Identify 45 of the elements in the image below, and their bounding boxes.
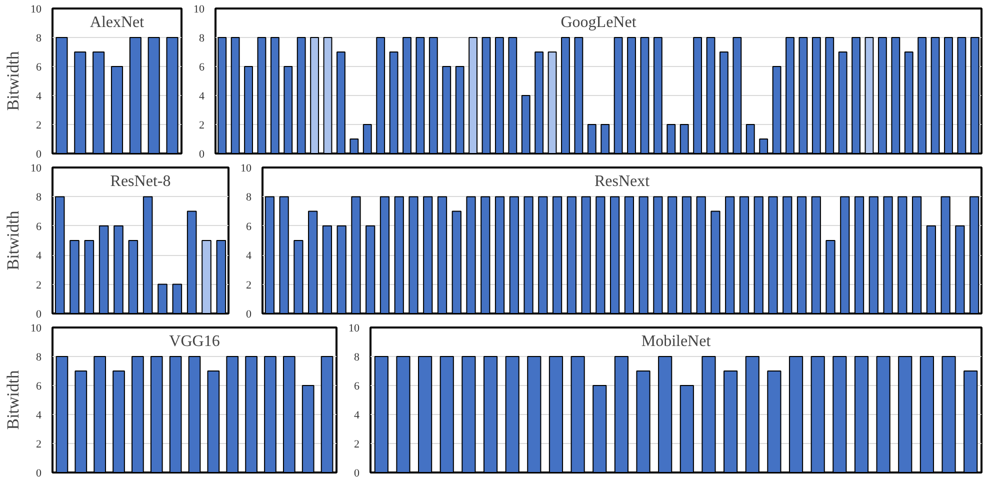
y-tick-label: 6 [199, 62, 205, 74]
y-tick-label: 0 [36, 468, 42, 478]
chart-title: AlexNet [90, 14, 145, 31]
y-tick-label: 6 [36, 220, 42, 233]
chart-title: GoogLeNet [560, 14, 637, 31]
y-tick-label: 2 [36, 279, 42, 292]
y-tick-label: 6 [354, 380, 360, 392]
y-tick-label: 10 [194, 4, 205, 16]
y-tick-label: 2 [36, 120, 42, 132]
chart-title: ResNext [594, 173, 650, 190]
y-tick-label: 10 [30, 162, 42, 174]
y-tick-label: 2 [36, 438, 42, 450]
y-tick-label: 8 [199, 32, 205, 44]
y-tick-label: 6 [36, 62, 42, 74]
y-tick-label: 6 [246, 220, 252, 233]
y-tick-label: 8 [354, 352, 360, 364]
y-tick-label: 2 [199, 120, 204, 132]
y-tick-label: 4 [246, 250, 252, 262]
y-tick-label: 4 [36, 250, 42, 262]
chart-title: ResNet-8 [110, 173, 171, 190]
y-tick-label: 8 [246, 192, 252, 204]
y-tick-label: 6 [36, 380, 42, 392]
y-tick-label: 2 [354, 438, 360, 450]
y-tick-label: 4 [354, 410, 360, 422]
y-axis-title: Bitwidth [4, 50, 22, 111]
y-tick-label: 0 [354, 468, 360, 478]
chart-title: VGG16 [169, 333, 220, 350]
y-tick-label: 10 [30, 322, 42, 334]
chart-title: MobileNet [641, 333, 712, 350]
y-tick-label: 0 [36, 308, 42, 320]
y-tick-label: 8 [36, 32, 42, 44]
y-tick-label: 10 [240, 162, 252, 174]
y-tick-label: 0 [246, 308, 252, 320]
y-tick-label: 4 [199, 90, 205, 102]
y-tick-label: 0 [199, 148, 205, 160]
y-tick-label: 4 [36, 90, 42, 102]
y-axis-title: Bitwidth [4, 370, 22, 430]
y-tick-label: 4 [36, 410, 42, 422]
y-tick-label: 8 [36, 352, 42, 364]
y-tick-label: 10 [30, 4, 42, 16]
y-tick-label: 2 [246, 279, 252, 292]
y-tick-label: 0 [36, 148, 42, 160]
y-tick-label: 8 [36, 192, 42, 204]
y-axis-title: Bitwidth [4, 210, 22, 270]
y-tick-label: 10 [348, 322, 360, 334]
